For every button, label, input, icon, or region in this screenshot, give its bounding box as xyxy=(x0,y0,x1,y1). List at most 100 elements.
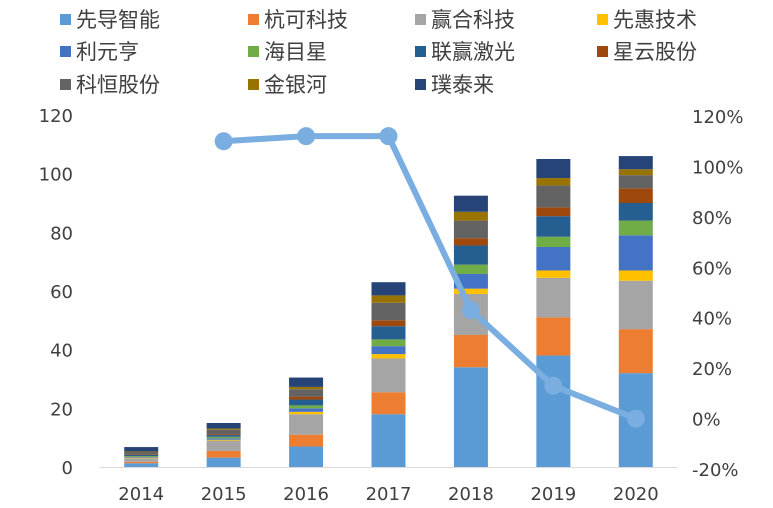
legend-label-3: 先惠技术 xyxy=(613,8,697,32)
bar-2015-6 xyxy=(206,435,241,437)
growth-point-2019 xyxy=(544,376,563,395)
bar-2015-8 xyxy=(206,429,241,435)
bar-2018-9 xyxy=(453,211,488,221)
x-tick-2015: 2015 xyxy=(201,484,247,505)
growth-point-2020 xyxy=(626,409,645,428)
y2-tick-6: 100% xyxy=(692,157,743,178)
bar-2016-4 xyxy=(289,408,324,412)
bar-2014-3 xyxy=(124,457,159,459)
legend-label-6: 联赢激光 xyxy=(431,40,515,64)
bar-2017-3 xyxy=(371,354,406,359)
bar-2014-4 xyxy=(124,457,159,458)
bar-2014-7 xyxy=(124,454,159,455)
y2-tick-5: 80% xyxy=(692,208,732,229)
bar-2017-1 xyxy=(371,392,406,415)
bar-2014-6 xyxy=(124,454,159,457)
bar-2016-6 xyxy=(289,399,324,406)
bar-2018-0 xyxy=(453,367,488,467)
bar-2020-8 xyxy=(618,175,653,189)
bar-2019-9 xyxy=(536,178,571,186)
legend-swatch-7 xyxy=(597,46,608,57)
axes: 0 20 40 60 80 100 120 -20% 0% 20% 40% 60% 80% 100% 120… xyxy=(39,106,744,505)
legend-label-1: 杭可科技 xyxy=(264,8,348,32)
legend-swatch-6 xyxy=(415,46,426,57)
bar-2019-5 xyxy=(536,236,571,247)
legend-label-7: 星云股份 xyxy=(613,40,697,64)
x-tick-2019: 2019 xyxy=(530,484,576,505)
legend-swatch-10 xyxy=(415,79,426,90)
bar-2016-9 xyxy=(289,386,324,390)
bar-2017-7 xyxy=(371,320,406,327)
bar-2020-4 xyxy=(618,235,653,271)
bar-2020-5 xyxy=(618,220,653,236)
bar-2018-3 xyxy=(453,288,488,294)
legend-swatch-1 xyxy=(248,14,259,25)
bar-2016-8 xyxy=(289,389,324,397)
bar-2015-3 xyxy=(206,439,241,441)
bar-2014-10 xyxy=(124,447,159,452)
y-tick-3: 60 xyxy=(50,282,73,303)
bar-2019-2 xyxy=(536,277,571,318)
y-tick-1: 20 xyxy=(50,399,73,420)
bar-2015-10 xyxy=(206,423,241,429)
x-tick-2018: 2018 xyxy=(448,484,494,505)
legend-label-8: 科恒股份 xyxy=(76,73,160,97)
bar-2015-9 xyxy=(206,428,241,430)
bar-2020-7 xyxy=(618,188,653,203)
bar-2017-5 xyxy=(371,339,406,347)
bar-2014-5 xyxy=(124,456,159,458)
bar-2019-1 xyxy=(536,317,571,356)
y2-tick-7: 120% xyxy=(692,107,743,128)
bar-2014-8 xyxy=(124,452,159,455)
legend-label-0: 先导智能 xyxy=(76,8,160,32)
bar-2018-1 xyxy=(453,335,488,368)
x-tick-2014: 2014 xyxy=(118,484,164,505)
legend-label-2: 赢合科技 xyxy=(431,8,515,32)
bar-2014-2 xyxy=(124,458,159,462)
bar-2017-9 xyxy=(371,295,406,303)
y-tick-2: 40 xyxy=(50,341,73,362)
legend-swatch-9 xyxy=(248,79,259,90)
y2-tick-2: 20% xyxy=(692,359,732,380)
growth-line xyxy=(214,127,645,428)
bar-2016-1 xyxy=(289,434,324,447)
legend-swatch-4 xyxy=(60,46,71,57)
bar-2020-10 xyxy=(618,156,653,170)
bar-2019-6 xyxy=(536,216,571,237)
bar-2017-6 xyxy=(371,326,406,340)
x-tick-2017: 2017 xyxy=(366,484,412,505)
bar-2019-4 xyxy=(536,247,571,271)
bar-2018-10 xyxy=(453,195,488,212)
bar-2018-5 xyxy=(453,264,488,274)
bar-2019-8 xyxy=(536,185,571,208)
legend-swatch-8 xyxy=(60,79,71,90)
bar-2018-8 xyxy=(453,220,488,239)
y2-tick-4: 60% xyxy=(692,258,732,279)
bar-2019-10 xyxy=(536,159,571,179)
y-tick-4: 80 xyxy=(50,223,73,244)
bar-2015-4 xyxy=(206,438,241,440)
growth-point-2018 xyxy=(461,301,480,320)
bar-2017-4 xyxy=(371,346,406,355)
bar-2020-1 xyxy=(618,329,653,374)
bar-2015-5 xyxy=(206,436,241,439)
legend-swatch-2 xyxy=(415,14,426,25)
bar-2019-3 xyxy=(536,270,571,278)
bar-2015-2 xyxy=(206,440,241,451)
y2-tick-0: -20% xyxy=(692,460,739,481)
growth-point-2015 xyxy=(214,132,233,151)
bar-2020-9 xyxy=(618,169,653,176)
y-tick-5: 100 xyxy=(39,165,73,186)
bar-2016-3 xyxy=(289,411,324,415)
legend-label-5: 海目星 xyxy=(264,40,327,64)
bar-2018-4 xyxy=(453,273,488,289)
legend-swatch-0 xyxy=(60,14,71,25)
x-tick-2020: 2020 xyxy=(613,484,659,505)
legend-label-4: 利元亨 xyxy=(76,40,139,64)
bar-2017-2 xyxy=(371,358,406,393)
growth-point-2017 xyxy=(379,127,398,146)
stacked-bars xyxy=(124,156,653,467)
bar-2020-6 xyxy=(618,203,653,221)
